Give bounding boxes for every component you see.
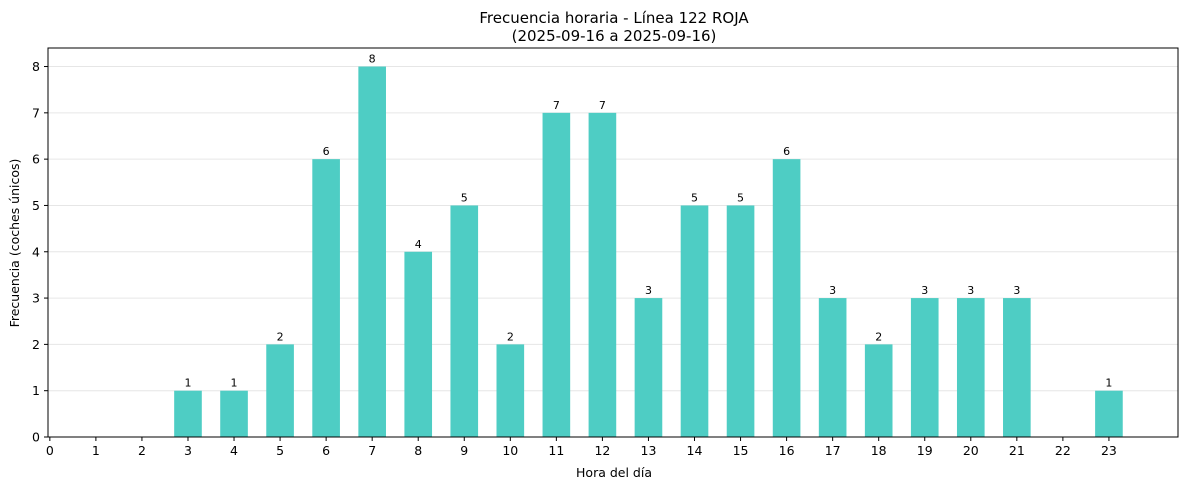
- bar: [1095, 390, 1123, 437]
- x-tick-label: 8: [414, 443, 422, 458]
- x-tick-label: 9: [460, 443, 468, 458]
- data-label: 1: [1105, 377, 1112, 390]
- plot-frame: [47, 47, 1179, 438]
- y-tick-label: 2: [32, 337, 40, 352]
- x-tick-label: 16: [779, 443, 795, 458]
- data-label: 1: [231, 377, 238, 390]
- y-tick-label: 8: [32, 59, 40, 74]
- bar: [680, 205, 709, 437]
- data-label: 6: [783, 145, 790, 158]
- data-label: 3: [829, 284, 836, 297]
- x-tick-label: 10: [502, 443, 518, 458]
- bar: [910, 298, 939, 437]
- x-tick-label: 7: [368, 443, 376, 458]
- y-tick-label: 5: [32, 198, 40, 213]
- bar: [174, 390, 202, 437]
- bar: [588, 112, 617, 437]
- y-tick-label: 7: [32, 105, 40, 120]
- data-label: 3: [967, 284, 974, 297]
- data-label: 8: [369, 53, 376, 66]
- x-tick-label: 19: [917, 443, 933, 458]
- chart-subtitle: (2025-09-16 a 2025-09-16): [512, 27, 717, 45]
- x-tick-label: 22: [1055, 443, 1071, 458]
- bar: [404, 251, 433, 437]
- bar: [496, 344, 525, 437]
- bar: [220, 390, 248, 437]
- data-label: 4: [415, 238, 422, 251]
- x-tick-label: 6: [322, 443, 330, 458]
- data-label: 5: [737, 191, 744, 204]
- data-label: 5: [691, 191, 698, 204]
- x-tick-label: 12: [594, 443, 610, 458]
- x-tick-label: 17: [825, 443, 841, 458]
- data-label: 6: [323, 145, 330, 158]
- x-tick-label: 13: [641, 443, 657, 458]
- data-label: 3: [1013, 284, 1020, 297]
- x-tick-label: 21: [1009, 443, 1025, 458]
- data-label: 5: [461, 191, 468, 204]
- bar: [450, 205, 479, 437]
- x-tick-label: 23: [1101, 443, 1117, 458]
- y-tick-label: 6: [32, 152, 40, 167]
- y-tick-label: 3: [32, 291, 40, 306]
- bar: [818, 298, 847, 437]
- x-tick-label: 15: [733, 443, 749, 458]
- bar: [312, 159, 340, 437]
- x-axis-label: Hora del día: [576, 465, 652, 480]
- bar: [864, 344, 893, 437]
- data-label: 2: [277, 330, 284, 343]
- bar: [542, 112, 571, 437]
- bar: [772, 159, 801, 437]
- x-tick-label: 5: [276, 443, 284, 458]
- x-tick-label: 4: [230, 443, 238, 458]
- bar: [956, 298, 985, 437]
- data-label: 1: [184, 377, 191, 390]
- data-label: 7: [599, 99, 606, 112]
- x-axis: 0 1 2 3 4 5 6 7 8 9 10 11 12 13 14 15 16 17 18 19 20 21 22 23: [46, 437, 1117, 458]
- data-label: 2: [507, 330, 514, 343]
- data-label: 2: [875, 330, 882, 343]
- y-tick-label: 4: [32, 244, 40, 259]
- x-tick-label: 3: [184, 443, 192, 458]
- y-tick-label: 1: [32, 383, 40, 398]
- bar: [358, 66, 386, 438]
- x-tick-label: 18: [871, 443, 887, 458]
- chart-title: Frecuencia horaria - Línea 122 ROJA: [479, 9, 749, 27]
- data-label: 3: [921, 284, 928, 297]
- x-tick-label: 20: [963, 443, 979, 458]
- bar: [1003, 298, 1031, 437]
- data-label: 7: [553, 99, 560, 112]
- bar: [726, 205, 755, 437]
- y-tick-label: 0: [32, 430, 40, 445]
- x-tick-label: 11: [548, 443, 564, 458]
- y-axis: 0 1 2 3 4 5 6 7 8: [32, 59, 48, 445]
- data-label: 3: [645, 284, 652, 297]
- bar: [266, 344, 294, 437]
- bar: [634, 298, 663, 437]
- x-tick-label: 1: [92, 443, 100, 458]
- x-tick-label: 2: [138, 443, 146, 458]
- y-axis-label: Frecuencia (coches únicos): [7, 159, 22, 328]
- bars: [174, 66, 1123, 438]
- value-labels: 1 1 2 6 8 4 5 2 7 7 3 5 5 6 3 2 3 3 3 1: [184, 53, 1112, 390]
- x-tick-label: 0: [46, 443, 54, 458]
- x-tick-label: 14: [687, 443, 703, 458]
